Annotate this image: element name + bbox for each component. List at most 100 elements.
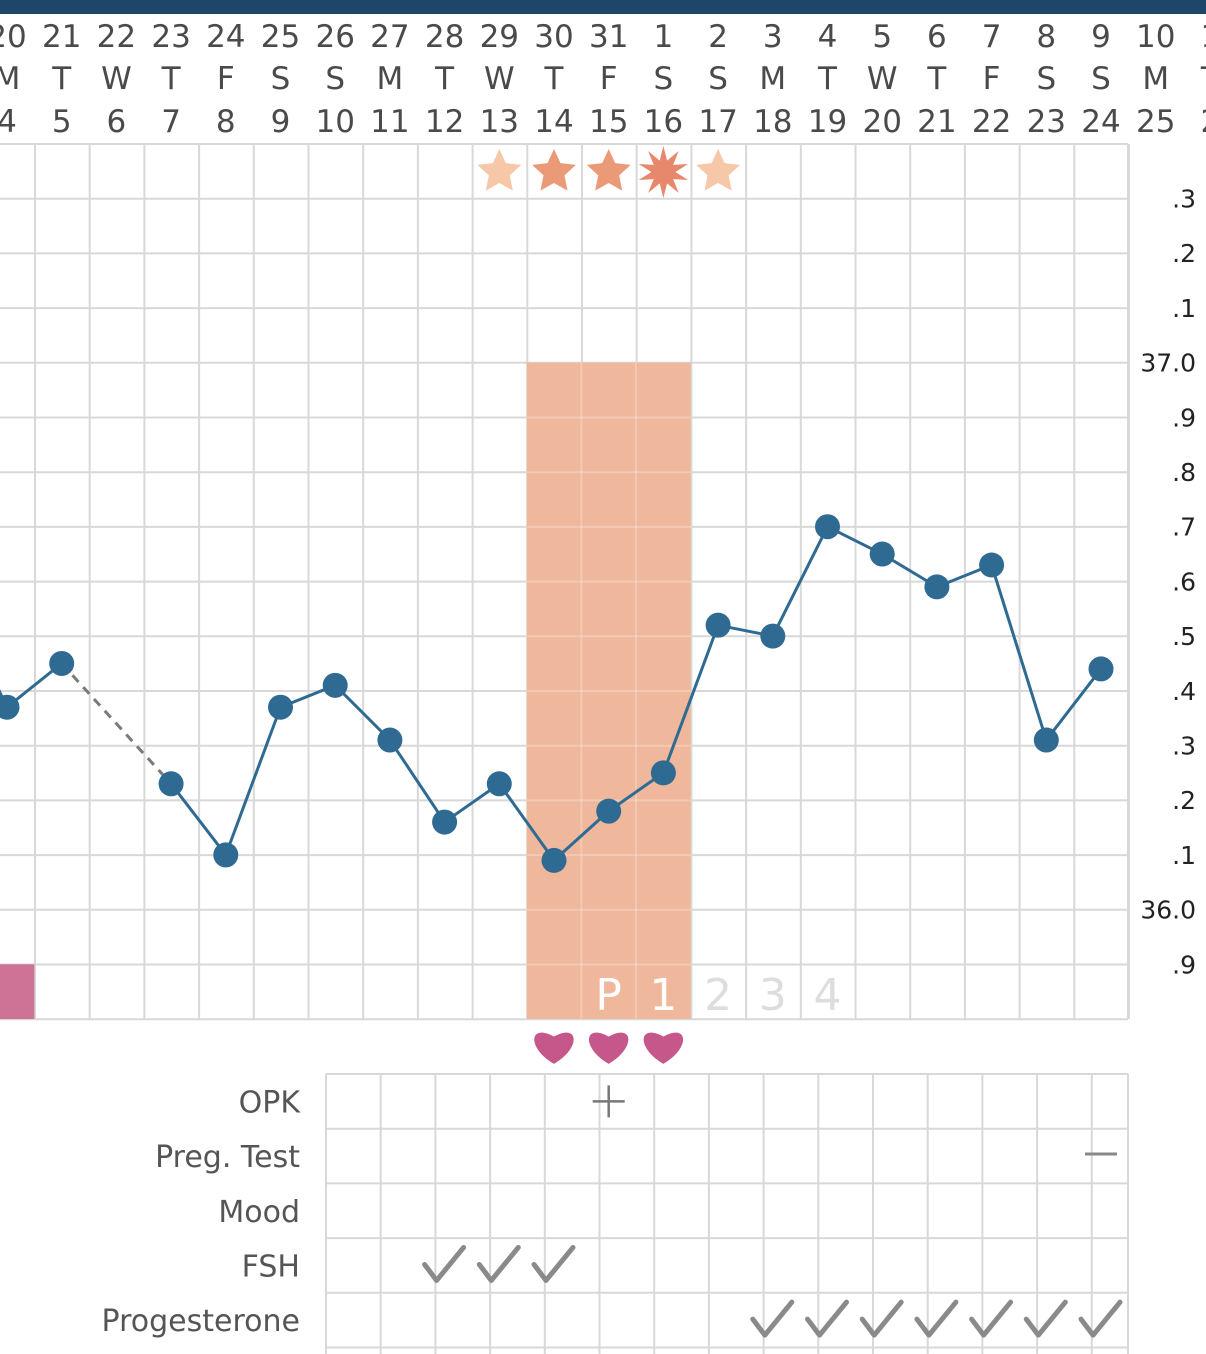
temperature-dashed-segment xyxy=(60,662,173,785)
temperature-point xyxy=(268,694,293,720)
y-tick-label: .7 xyxy=(1172,513,1196,542)
temperature-point xyxy=(377,727,403,753)
header-date: 4 xyxy=(818,19,838,55)
header-date: 8 xyxy=(1036,19,1056,55)
temperature-point xyxy=(705,612,731,638)
temperature-segment xyxy=(661,624,720,774)
header-cycle-day: 15 xyxy=(589,104,628,140)
temperature-segment xyxy=(771,526,829,637)
temperature-segment xyxy=(388,739,446,823)
header-date: 22 xyxy=(97,19,136,55)
header-weekday: S xyxy=(325,61,345,97)
header-date: 28 xyxy=(425,19,464,55)
temperature-segment xyxy=(498,782,556,862)
checkmark-icon xyxy=(750,1299,795,1338)
temperature-point xyxy=(760,623,786,649)
header-date: 3 xyxy=(763,19,783,55)
temperature-segment xyxy=(169,782,227,856)
tracking-table: OPK Preg. Test Mood FSH Progesterone xyxy=(102,1073,1129,1354)
header-weekday: M xyxy=(377,61,404,97)
intercourse-heart-icon xyxy=(534,1032,574,1064)
header-cycle-day: 9 xyxy=(271,104,291,140)
header-date: 2 xyxy=(708,19,728,55)
y-tick-label: .4 xyxy=(1172,677,1196,706)
temperature-point xyxy=(1088,656,1114,682)
tracking-row-label: Preg. Test xyxy=(155,1140,300,1175)
top-bar xyxy=(0,0,1206,14)
checkmark-icon xyxy=(1023,1299,1068,1338)
header-date: 25 xyxy=(261,19,300,55)
header-weekday: S xyxy=(271,61,291,97)
header-weekday: T xyxy=(544,61,565,97)
header-date: 23 xyxy=(151,19,190,55)
temperature-point xyxy=(432,809,458,835)
header-cycle-day: 2 xyxy=(1201,104,1206,140)
header-cycle-day: 11 xyxy=(370,104,409,140)
checkmark-icon xyxy=(805,1299,849,1338)
header-date: 1 xyxy=(654,19,674,55)
header-weekday: F xyxy=(983,61,1001,97)
y-axis-ticks: .3 .2 .1 37.0 .9 .8 .7 .6 .5 .4 .3 .2 .1 36.0 .9 xyxy=(1140,185,1196,980)
header-date: 26 xyxy=(315,19,354,55)
header-weekday: F xyxy=(600,61,618,97)
header-cycle-day: 4 xyxy=(0,104,17,140)
tracking-row-label: FSH xyxy=(242,1249,300,1284)
y-tick-label: 36.0 xyxy=(1140,896,1196,925)
header-cycle-day: 8 xyxy=(216,104,236,140)
header-date: 27 xyxy=(370,19,409,55)
period-marker xyxy=(0,964,35,1019)
header-date: 31 xyxy=(589,19,628,55)
header-weekday: T xyxy=(434,61,455,97)
header-weekday: W xyxy=(484,61,515,97)
phase-marker: 2 xyxy=(704,970,732,1021)
header-weekday: T xyxy=(926,61,947,97)
header-date: 9 xyxy=(1091,19,1111,55)
header-weekday: T xyxy=(1200,61,1206,97)
fertility-star-icon xyxy=(696,149,740,191)
header-cycle-day: 5 xyxy=(52,104,72,140)
tracking-row-label: Mood xyxy=(218,1195,300,1230)
tracking-row-label: OPK xyxy=(239,1085,302,1120)
header-weekday: S xyxy=(1036,61,1056,97)
intercourse-heart-icon xyxy=(643,1032,684,1064)
checkmark-icon xyxy=(422,1244,467,1283)
temperature-segment xyxy=(334,684,391,742)
phase-marker: 3 xyxy=(759,970,787,1021)
header-weekday: M xyxy=(1142,61,1169,97)
header-date: 10 xyxy=(1136,19,1175,55)
fertility-star-icon xyxy=(532,149,576,191)
temperature-segment xyxy=(990,564,1048,741)
temperature-point xyxy=(322,672,348,698)
opk-positive-plus-icon xyxy=(592,1085,625,1118)
y-tick-label: 37.0 xyxy=(1140,349,1196,378)
header-cycle-day: 20 xyxy=(862,104,901,140)
header-date: 29 xyxy=(480,19,519,55)
header-weekday: S xyxy=(1091,61,1111,97)
temperature-segment xyxy=(224,706,282,856)
temperature-point xyxy=(596,798,622,824)
phase-marker: P xyxy=(595,970,622,1021)
header-cycle-day: 13 xyxy=(480,104,519,140)
temperature-point xyxy=(869,541,895,567)
header-cycle-day: 24 xyxy=(1081,104,1120,140)
y-tick-label: .8 xyxy=(1172,458,1196,487)
phase-marker: 4 xyxy=(814,970,842,1021)
y-tick-label: .2 xyxy=(1172,786,1196,815)
fertility-star-icon xyxy=(477,149,522,191)
fertile-window-band xyxy=(526,362,691,1020)
y-tick-label: .5 xyxy=(1172,622,1196,651)
header-date: 24 xyxy=(206,19,245,55)
y-tick-label: .1 xyxy=(1172,294,1196,323)
header-cycle-day: 16 xyxy=(644,104,683,140)
fertility-stars xyxy=(477,146,740,198)
header-cycle-day: 14 xyxy=(534,104,573,140)
header-cycle-day: 25 xyxy=(1136,104,1175,140)
y-tick-label: .1 xyxy=(1172,841,1196,870)
tracking-row-label: Progesterone xyxy=(102,1304,300,1339)
header-weekday: T xyxy=(161,61,182,97)
intercourse-hearts xyxy=(534,1032,684,1064)
y-tick-label: .9 xyxy=(1172,403,1196,432)
fertility-peak-burst-icon xyxy=(638,146,689,198)
header-date: 7 xyxy=(982,19,1002,55)
